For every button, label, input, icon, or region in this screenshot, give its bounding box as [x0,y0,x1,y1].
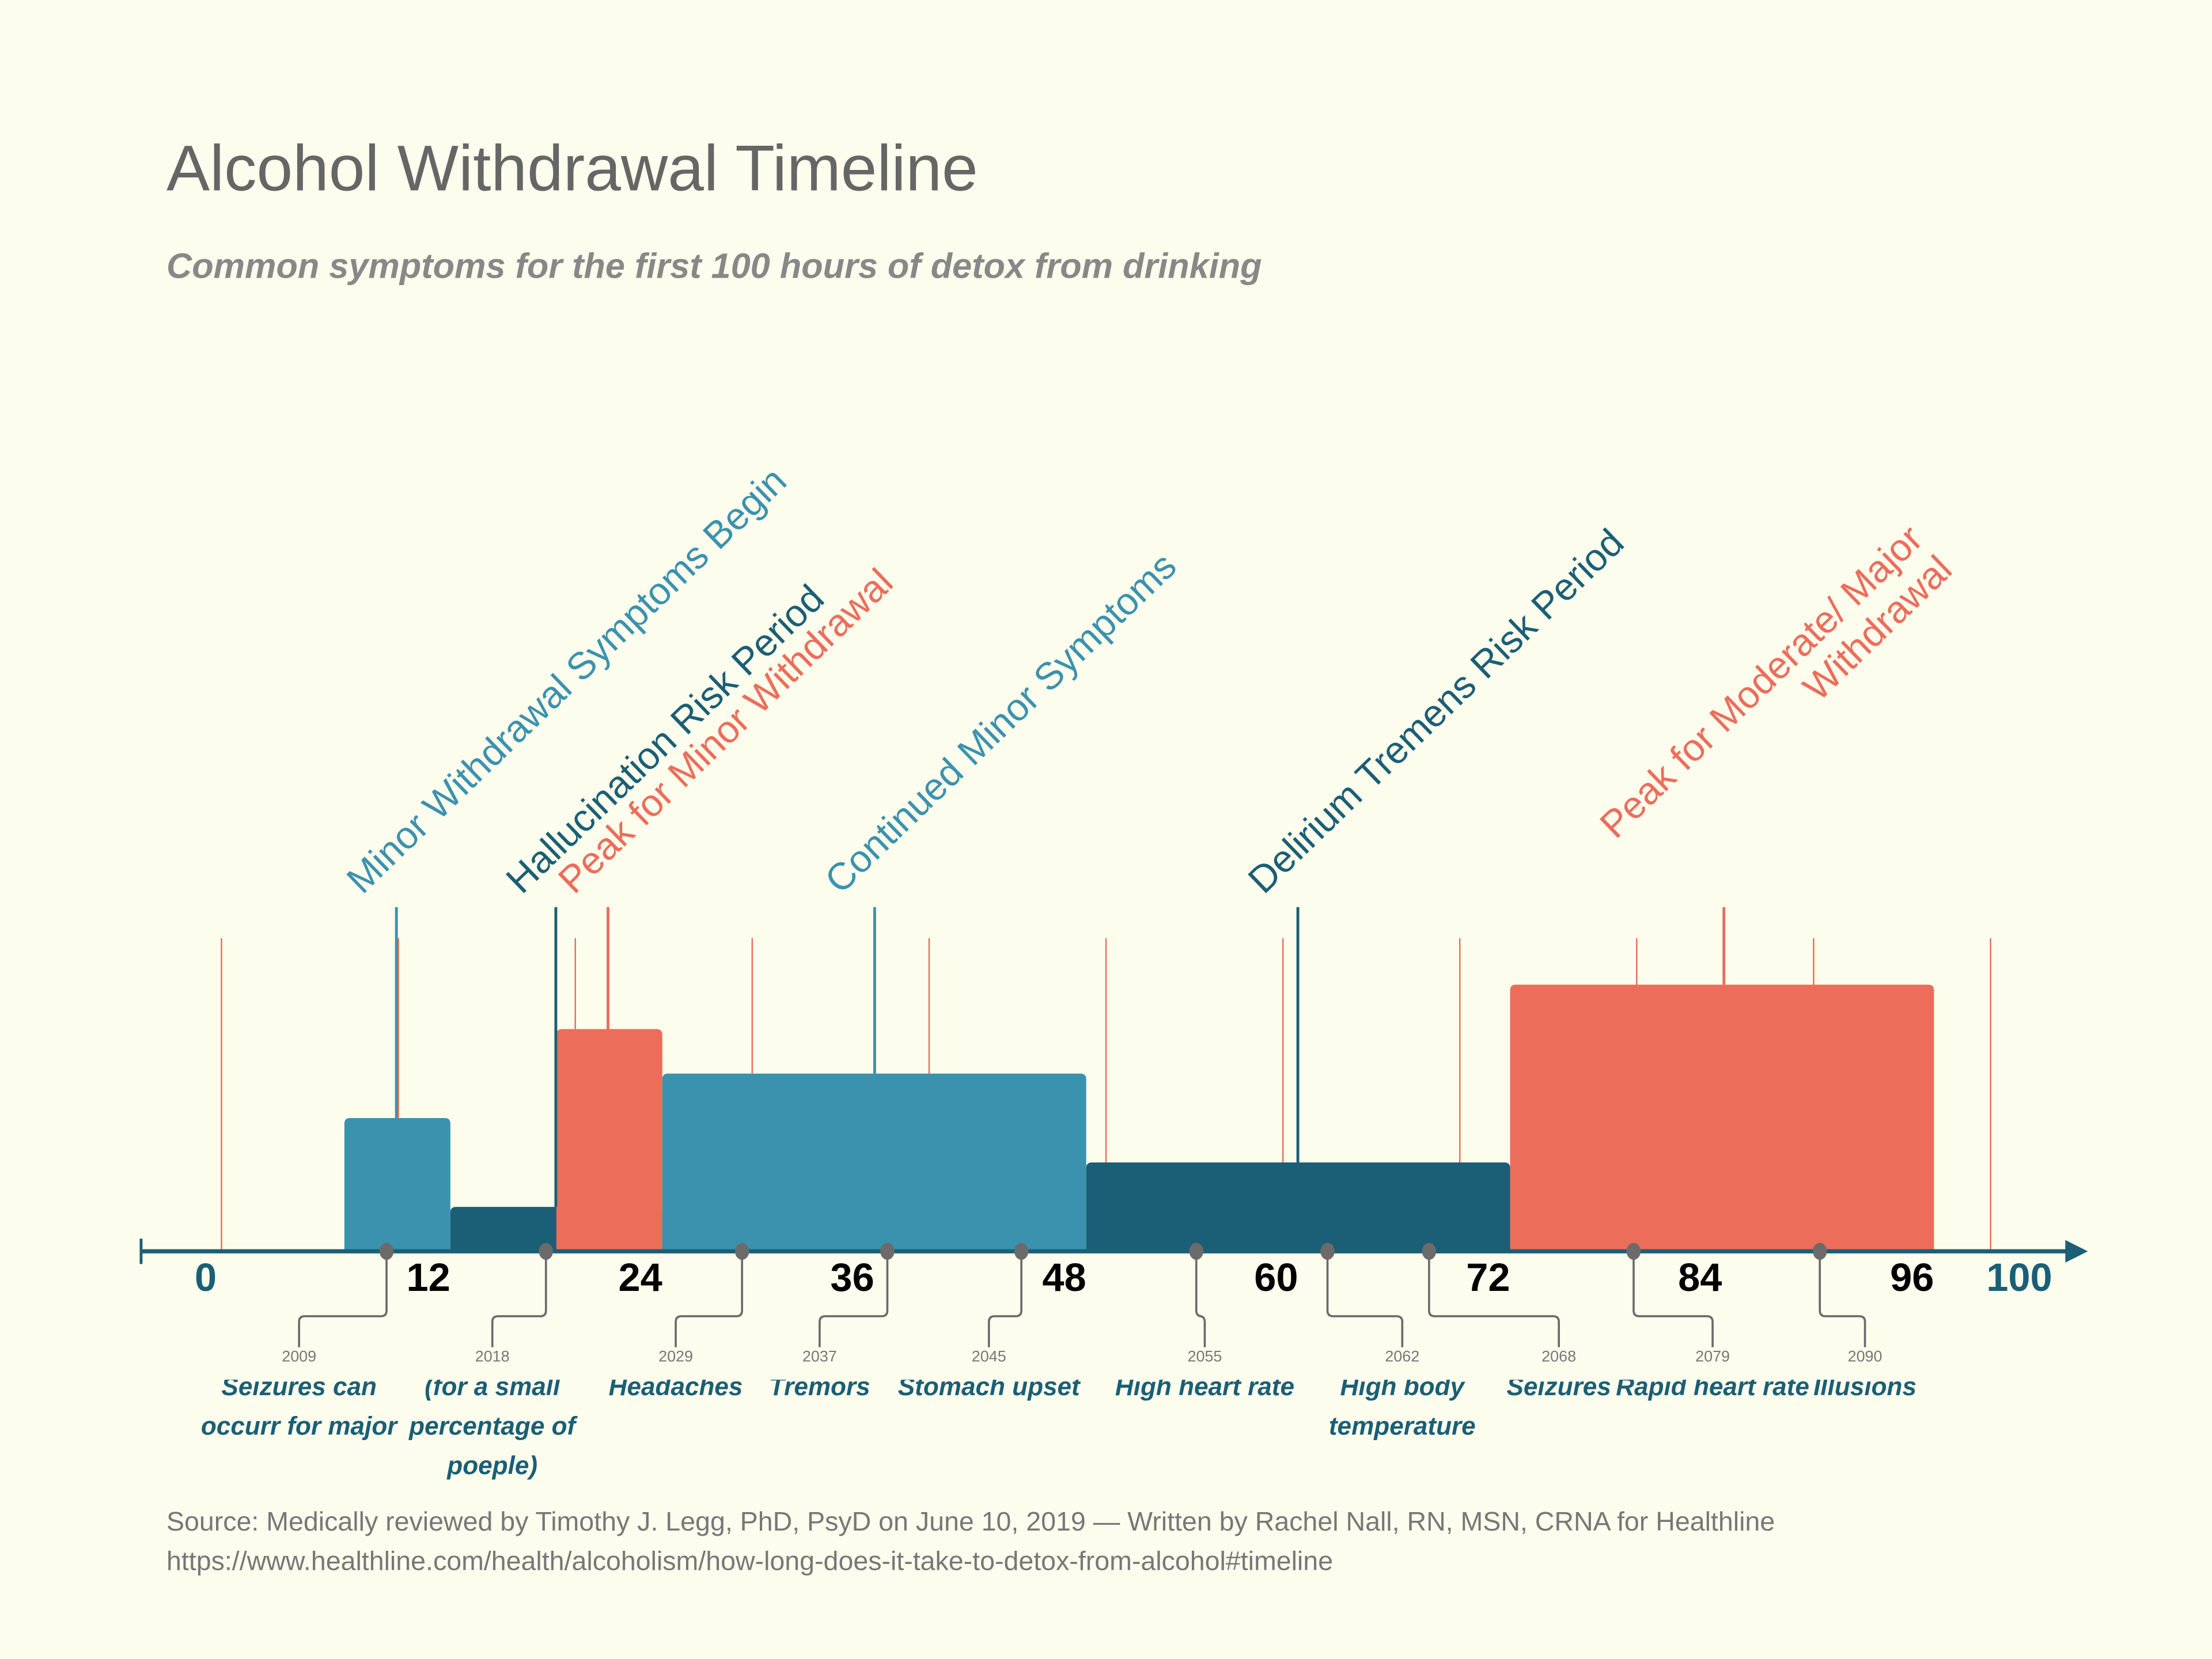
annotation-number: 2037 [802,1349,837,1366]
marker-dot [379,1243,394,1260]
annotation-clip: Stomach upset [890,1380,1088,1493]
annotation-number: 2009 [282,1349,317,1366]
tick-label: 0 [194,1255,217,1300]
tick-label: 72 [1466,1255,1510,1300]
tick-label: 96 [1890,1255,1934,1300]
annotation-label: Illusions [1813,1380,1916,1401]
tick-label: 24 [618,1255,662,1300]
axis-arrow-icon [2065,1240,2088,1263]
annotation-connector [675,1251,744,1347]
marker-dot [1812,1243,1827,1260]
annotation-clip: (for a small percentage of poeple) [393,1380,591,1493]
tick-label: 100 [1986,1255,2052,1300]
annotation-connector [987,1251,1022,1347]
annotation-connector [1819,1251,1866,1347]
period-bar [1510,984,1934,1252]
annotation-number: 2079 [1695,1349,1730,1366]
annotation-clip: Headaches [577,1380,775,1493]
annotation-label: Stomach upset [897,1380,1080,1401]
annotation-label: High heart rate [1115,1380,1294,1401]
annotation-connector [1428,1251,1560,1347]
marker-dot [1626,1243,1641,1260]
annotation-number: 2045 [971,1349,1006,1366]
annotation-clip: Tremors [721,1380,918,1493]
annotation-clip: Illusions [1766,1380,1964,1493]
source-note: Source: Medically reviewed by Timothy J.… [166,1504,1775,1583]
annotation-clip: Rapid heart rate [1614,1380,1812,1493]
period-bar [662,1073,1086,1252]
annotation-label: Seizures can occurr for major [200,1380,397,1441]
marker-dot [734,1243,749,1260]
tick-label: 60 [1254,1255,1298,1300]
annotation-number: 2062 [1385,1349,1420,1366]
tick-label: 48 [1042,1255,1086,1300]
annotation-label: Rapid heart rate [1616,1380,1809,1401]
annotation-label: (for a small percentage of poeple) [409,1380,576,1480]
source-line: Source: Medically reviewed by Timothy J.… [166,1508,1775,1538]
annotation-connector [1326,1251,1404,1347]
annotation-clip: Seizures [1460,1380,1658,1493]
marker-dot [539,1243,554,1260]
annotation-connector [819,1251,889,1347]
annotation-connector [298,1251,388,1347]
annotation-connector [1195,1251,1206,1347]
annotation-label: Seizures [1506,1380,1611,1401]
annotation-connector [1633,1251,1714,1347]
tick-label: 12 [406,1255,450,1300]
annotation-connector [491,1251,547,1347]
marker-dot [1014,1243,1029,1260]
annotation-number: 2090 [1847,1349,1883,1366]
chart-title: Alcohol Withdrawal Timeline [166,131,978,205]
period-bar [556,1029,662,1252]
annotation-number: 2068 [1541,1349,1577,1366]
annotation-label: Tremors [769,1380,870,1401]
tick-label: 84 [1678,1255,1722,1300]
marker-dot [1189,1243,1203,1260]
annotation-number: 2018 [475,1349,510,1366]
period-bar [344,1118,450,1252]
marker-dot [880,1243,895,1260]
marker-dot [1320,1243,1335,1260]
tick-label: 36 [830,1255,874,1300]
annotation-clip: Seizures can occurr for major [200,1380,398,1493]
annotation-clip: High heart rate [1106,1380,1304,1493]
annotation-label: High body temperature [1328,1380,1476,1441]
source-url: https://www.healthline.com/health/alcoho… [166,1547,1334,1577]
chart-subtitle: Common symptoms for the first 100 hours … [166,247,1262,287]
annotation-number: 2029 [658,1349,694,1366]
annotation-clip: High body temperature [1304,1380,1501,1493]
annotation-label: Headaches [608,1380,743,1401]
annotation-number: 2055 [1187,1349,1222,1366]
period-bar [1086,1162,1510,1252]
marker-dot [1422,1243,1437,1260]
